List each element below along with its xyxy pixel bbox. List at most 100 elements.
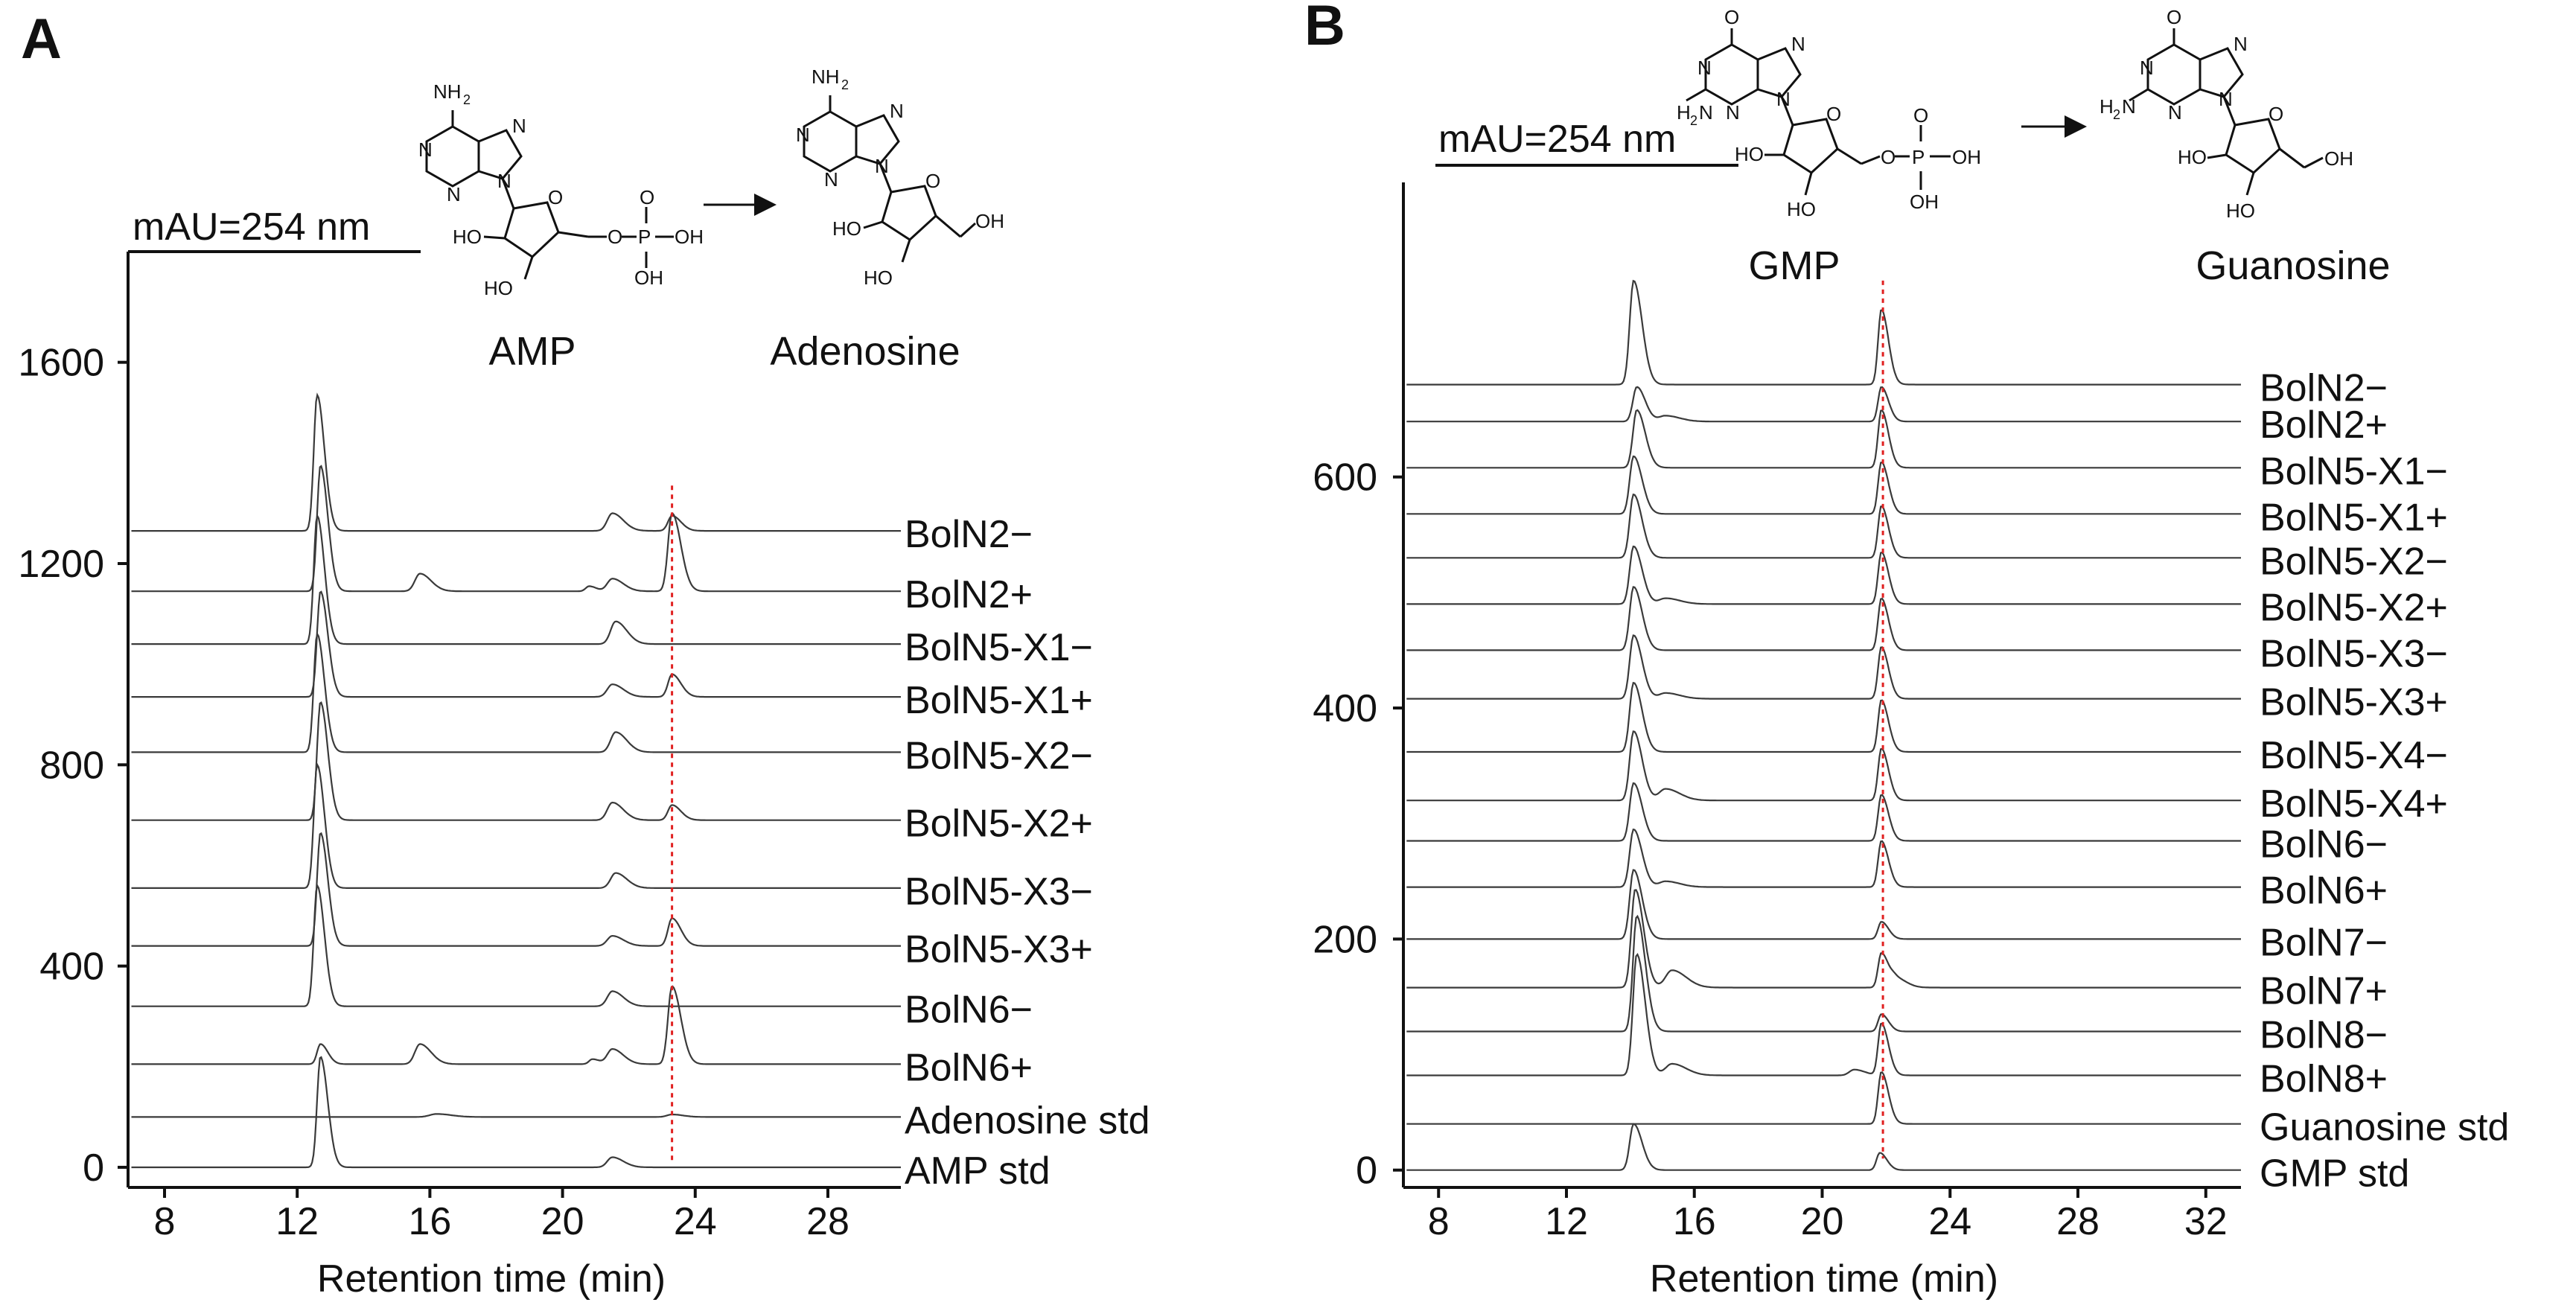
- svg-text:O: O: [1826, 103, 1841, 125]
- svg-text:OH: OH: [1952, 146, 1981, 168]
- y-tick-label: 200: [1313, 918, 1377, 961]
- y-tick-label: 600: [1313, 456, 1377, 500]
- x-tick-label: 8: [1428, 1200, 1450, 1243]
- svg-text:O: O: [548, 186, 563, 208]
- svg-text:N: N: [875, 155, 889, 177]
- trace-label: BolN8+: [2260, 1057, 2388, 1100]
- trace-line: [1406, 493, 2241, 559]
- trace-label: BolN2+: [905, 573, 1033, 616]
- adenosine-structure: [803, 95, 977, 263]
- svg-text:2: 2: [1690, 113, 1697, 128]
- svg-text:OH: OH: [634, 267, 663, 289]
- trace-label: BolN5-X4−: [2260, 734, 2448, 777]
- trace-label: BolN5-X2−: [2260, 540, 2448, 583]
- trace-label: BolN5-X1+: [2260, 496, 2448, 539]
- trace-label: BolN7−: [2260, 921, 2388, 964]
- trace-line: [1406, 586, 2241, 651]
- trace-label: BolN5-X4+: [2260, 782, 2448, 826]
- panel-b: B mAU=254 nm O N N N N H 2: [1304, 0, 2509, 1301]
- trace-label: BolN6−: [2260, 823, 2388, 866]
- y-tick-label: 400: [39, 945, 104, 989]
- trace-line: [1406, 1123, 2241, 1171]
- trace-line: [1406, 455, 2241, 515]
- svg-text:NH: NH: [433, 80, 462, 103]
- svg-text:O: O: [925, 170, 940, 192]
- trace-line: [131, 631, 901, 753]
- amp-structure-labels: NH 2 N N N N O O P O OH OH HO HO: [418, 80, 704, 299]
- svg-text:N: N: [1776, 88, 1791, 110]
- trace-line: [1406, 634, 2241, 700]
- svg-text:N: N: [1726, 101, 1740, 124]
- trace-label: BolN2−: [905, 513, 1033, 556]
- svg-text:N: N: [2122, 95, 2136, 118]
- svg-text:H: H: [1677, 101, 1691, 124]
- x-tick-label: 8: [154, 1200, 176, 1243]
- svg-text:N: N: [2140, 57, 2154, 79]
- panel-letter: B: [1304, 0, 1345, 57]
- x-tick-label: 28: [2056, 1200, 2100, 1243]
- trace-line: [131, 590, 901, 698]
- trace-line: [131, 465, 901, 593]
- x-tick-label: 32: [2184, 1200, 2228, 1243]
- trace-line: [131, 701, 901, 821]
- trace-label: BolN5-X1−: [905, 626, 1093, 669]
- svg-text:HO: HO: [1735, 143, 1764, 165]
- svg-text:2: 2: [841, 77, 849, 92]
- y-tick-label: 1600: [18, 342, 104, 385]
- x-tick-label: 16: [1673, 1200, 1716, 1243]
- trace-line: [1406, 782, 2241, 842]
- traces-a: BolN2− BolN2+ BolN5-X1− BolN5-X1+ BolN5-X2− B…: [131, 392, 1150, 1193]
- svg-text:O: O: [2269, 103, 2283, 125]
- trace-line: [1406, 681, 2241, 753]
- y-tick-label: 0: [1356, 1149, 1377, 1193]
- svg-text:N: N: [1697, 57, 1712, 79]
- trace-line: [131, 1056, 901, 1169]
- svg-text:OH: OH: [2324, 147, 2353, 170]
- trace-label: BolN6+: [905, 1046, 1033, 1089]
- unit-label: mAU=254 nm: [1438, 118, 1676, 161]
- x-tick-label: 16: [408, 1200, 451, 1243]
- svg-text:2: 2: [463, 92, 471, 107]
- trace-label: BolN5-X2−: [905, 734, 1093, 777]
- svg-text:N: N: [890, 100, 904, 122]
- svg-text:N: N: [824, 168, 838, 191]
- trace-line: [1406, 953, 2241, 1076]
- svg-text:HO: HO: [864, 267, 893, 289]
- svg-text:N: N: [512, 115, 526, 137]
- trace-label: BolN5-X2+: [905, 803, 1093, 846]
- svg-text:HO: HO: [2226, 200, 2255, 222]
- trace-line: [131, 985, 901, 1065]
- trace-label: BolN7+: [2260, 970, 2388, 1013]
- x-tick-label: 20: [541, 1200, 584, 1243]
- x-tick-label: 28: [806, 1200, 849, 1243]
- x-axis-label: Retention time (min): [1650, 1257, 1998, 1301]
- y-tick-label: 800: [39, 744, 104, 787]
- svg-text:OH: OH: [975, 210, 1004, 232]
- svg-text:O: O: [1913, 104, 1928, 127]
- trace-line: [1406, 409, 2241, 469]
- svg-text:HO: HO: [832, 217, 861, 240]
- x-tick-label: 12: [275, 1200, 319, 1243]
- gmp-structure: [1686, 28, 1951, 196]
- y-tick-label: 0: [83, 1146, 104, 1190]
- svg-text:N: N: [497, 170, 511, 192]
- trace-label: BolN5-X3−: [2260, 632, 2448, 675]
- unit-label: mAU=254 nm: [133, 205, 370, 249]
- svg-text:OH: OH: [1910, 191, 1939, 213]
- trace-line: [131, 513, 901, 645]
- trace-line: [1406, 386, 2241, 423]
- trace-line: [1406, 914, 2241, 1033]
- trace-label: BolN5-X3+: [2260, 681, 2448, 724]
- svg-text:N: N: [418, 138, 433, 161]
- x-tick-label: 20: [1801, 1200, 1844, 1243]
- trace-label: Adenosine std: [905, 1099, 1150, 1142]
- svg-text:HO: HO: [484, 277, 513, 299]
- x-tick-label: 12: [1545, 1200, 1588, 1243]
- product-name: Guanosine: [2196, 243, 2390, 288]
- x-tick-label: 24: [674, 1200, 717, 1243]
- trace-line: [1406, 545, 2241, 605]
- trace-label: GMP std: [2260, 1152, 2409, 1196]
- svg-text:O: O: [1881, 146, 1896, 168]
- trace-line: [131, 392, 901, 532]
- svg-text:O: O: [640, 186, 654, 208]
